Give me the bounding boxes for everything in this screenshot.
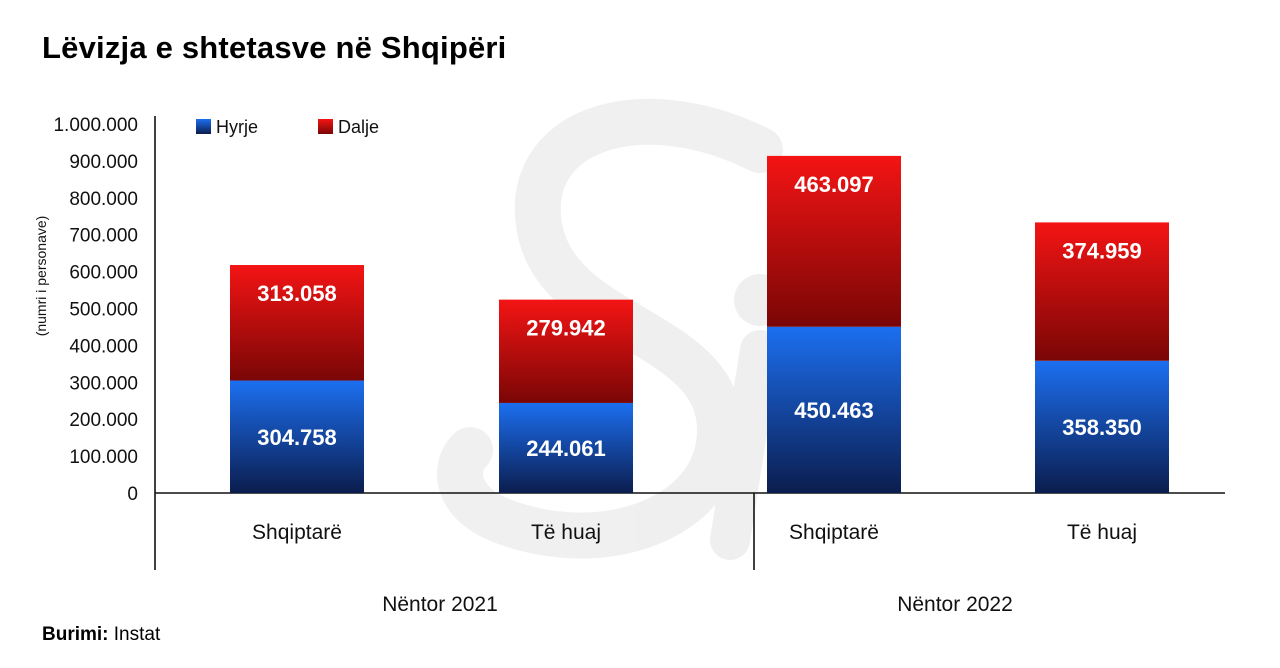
bar-hyrje [1035, 360, 1169, 493]
y-tick-label: 0 [127, 484, 138, 505]
legend-swatch-hyrje [196, 119, 211, 134]
data-label-hyrje: 244.061 [526, 436, 606, 461]
x-group-label: Nëntor 2022 [897, 593, 1013, 616]
source-value: Instat [113, 624, 161, 645]
y-tick-label: 800.000 [69, 189, 138, 210]
y-tick-label: 900.000 [69, 152, 138, 173]
y-tick-label: 400.000 [69, 336, 138, 357]
bar-hyrje [499, 402, 633, 493]
data-label-hyrje: 304.758 [257, 425, 337, 450]
y-tick-label: 700.000 [69, 226, 138, 247]
x-category-label: Të huaj [531, 521, 601, 544]
legend-swatch-dalje [318, 119, 333, 134]
bar-dalje [499, 299, 633, 403]
y-tick-label: 300.000 [69, 373, 138, 394]
bar-hyrje [230, 380, 364, 493]
chart-title: Lëvizja e shtetasve në Shqipëri [42, 30, 507, 65]
bar-dalje [230, 265, 364, 381]
data-label-dalje: 313.058 [257, 281, 337, 306]
y-tick-label: 1.000.000 [53, 115, 138, 136]
x-group-label: Nëntor 2021 [382, 593, 498, 616]
x-category-label: Të huaj [1067, 521, 1137, 544]
source-label: Burimi: [42, 624, 109, 645]
data-label-dalje: 374.959 [1062, 238, 1142, 263]
data-label-hyrje: 450.463 [794, 398, 874, 423]
source-note: Burimi: Instat [42, 624, 160, 646]
y-axis-label: (numri i personave) [33, 216, 49, 337]
legend-label-hyrje: Hyrje [216, 117, 258, 137]
y-tick-label: 200.000 [69, 410, 138, 431]
legend-label-dalje: Dalje [338, 117, 379, 137]
data-label-dalje: 463.097 [794, 172, 874, 197]
bar-dalje [1035, 222, 1169, 361]
data-label-hyrje: 358.350 [1062, 415, 1142, 440]
bar-hyrje [767, 326, 901, 493]
y-tick-label: 100.000 [69, 447, 138, 468]
bar-dalje [767, 155, 901, 327]
x-category-label: Shqiptarë [252, 521, 342, 544]
y-tick-label: 600.000 [69, 263, 138, 284]
y-tick-label: 500.000 [69, 300, 138, 321]
data-label-dalje: 279.942 [526, 316, 606, 341]
x-category-label: Shqiptarë [789, 521, 879, 544]
